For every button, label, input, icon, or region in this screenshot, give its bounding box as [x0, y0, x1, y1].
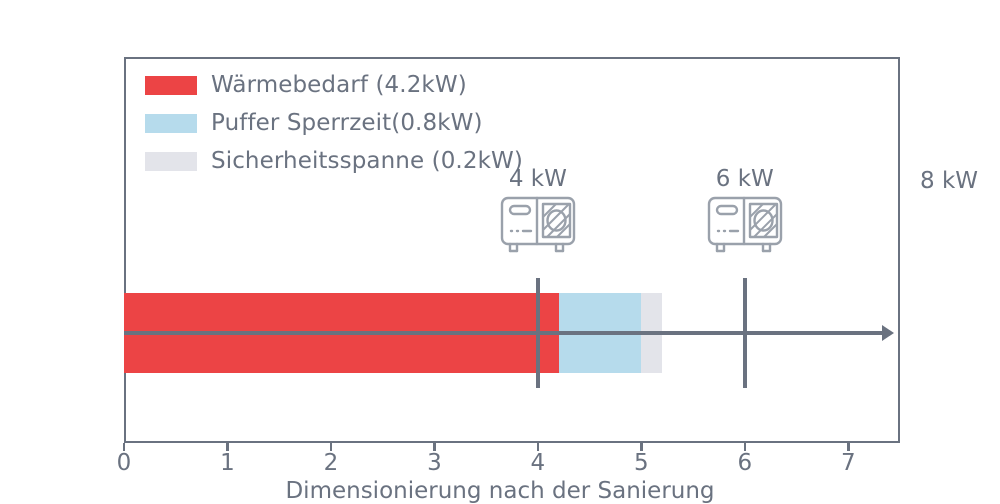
plot-frame — [124, 57, 900, 443]
legend-item-safety: Sicherheitsspanne (0.2kW) — [145, 142, 545, 180]
x-tick-label: 4 — [530, 450, 546, 476]
x-tick-mark — [226, 443, 229, 451]
x-tick-label: 3 — [427, 450, 442, 476]
legend-label-safety: Sicherheitsspanne (0.2kW) — [211, 148, 523, 174]
legend-swatch-buffer — [145, 113, 197, 133]
heat-pump-group-4kw: 4 kW — [478, 168, 598, 257]
heat-pump-icon — [707, 196, 782, 253]
legend-label-buffer: Puffer Sperrzeit(0.8kW) — [211, 110, 483, 136]
heat-pump-label-6kw: 6 kW — [715, 166, 774, 192]
x-tick-label: 5 — [634, 450, 649, 476]
legend-item-buffer: Puffer Sperrzeit(0.8kW) — [145, 104, 545, 142]
x-tick-label: 6 — [737, 450, 753, 476]
legend-swatch-safety — [145, 151, 197, 171]
axis-arrow-head — [882, 325, 894, 341]
x-tick-label: 7 — [840, 450, 856, 476]
legend-swatch-demand — [145, 75, 197, 95]
x-tick-mark — [122, 443, 126, 451]
heat-pump-group-6kw: 6 kW — [685, 168, 805, 257]
heat-pump-icon — [500, 196, 576, 253]
axis-arrow-line — [124, 331, 888, 335]
x-axis-title: Dimensionierung nach der Sanierung — [285, 478, 715, 504]
x-tick-label: 2 — [323, 450, 339, 476]
x-tick-mark — [536, 443, 540, 451]
x-tick-label: 1 — [220, 450, 235, 476]
x-tick-mark — [847, 443, 850, 451]
chart-legend: Wärmebedarf (4.2kW) Puffer Sperrzeit(0.8… — [145, 66, 545, 180]
x-tick-mark — [433, 443, 436, 451]
capacity-label-8kw: 8 kW — [920, 168, 979, 194]
x-tick-mark — [640, 443, 643, 451]
x-tick-mark — [329, 443, 333, 451]
legend-label-demand: Wärmebedarf (4.2kW) — [211, 72, 467, 98]
x-tick-label: 0 — [116, 450, 132, 476]
x-tick-mark — [743, 443, 747, 451]
heat-pump-label-4kw: 4 kW — [508, 166, 567, 192]
legend-item-demand: Wärmebedarf (4.2kW) — [145, 66, 545, 104]
